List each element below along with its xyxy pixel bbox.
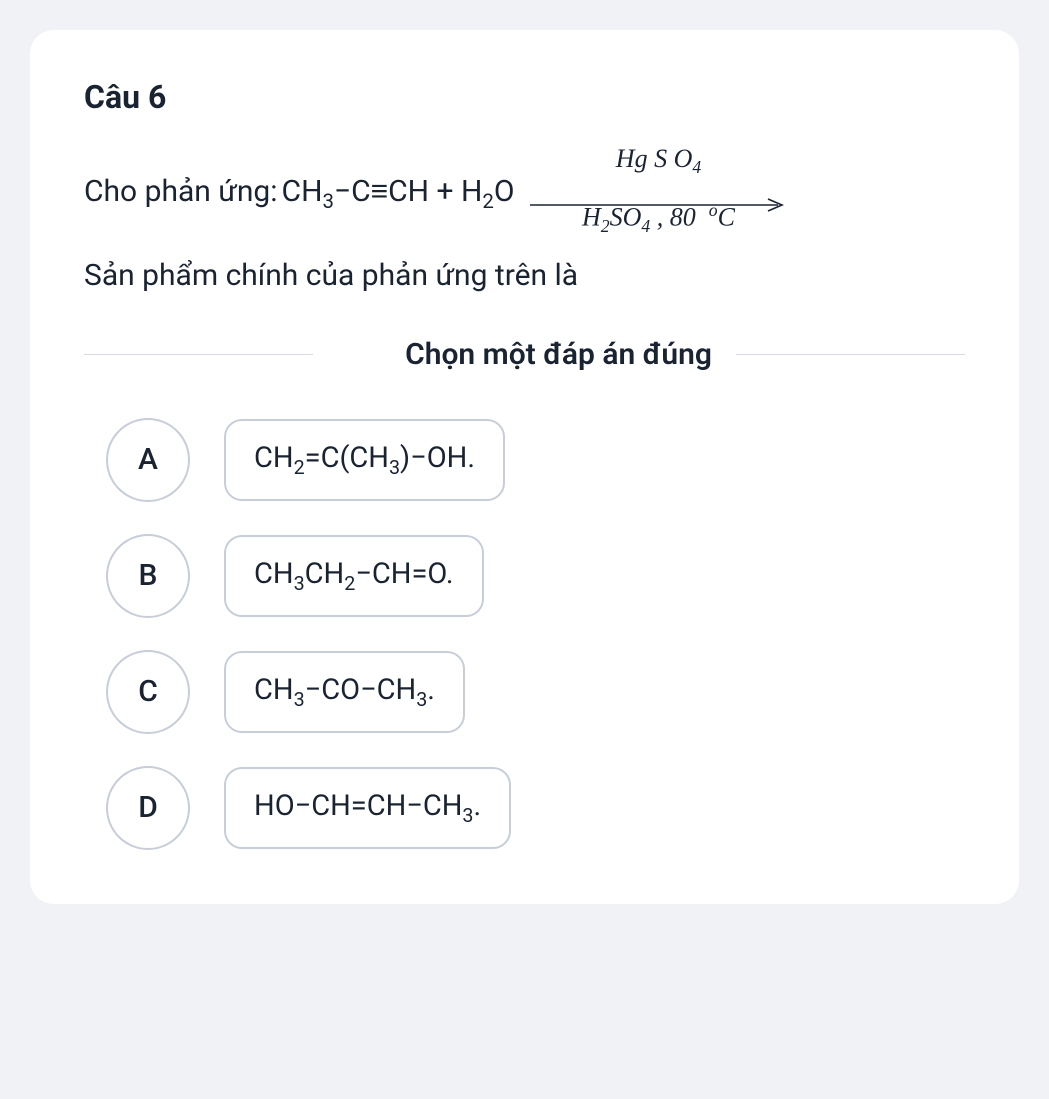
arrow-icon: [528, 179, 788, 197]
options-list: A CH2=C(CH3)−OH. B CH3CH2−CH=O. C CH3−CO−CH3.…: [84, 418, 965, 850]
question-body: Cho phản ứng: CH3−C≡CH + H2O Hg S O4 H2S…: [84, 146, 965, 301]
prompt-tail: Sản phẩm chính của phản ứng trên là: [84, 250, 965, 301]
reaction-left: CH3−C≡CH + H2O: [282, 166, 515, 219]
reaction-line: Cho phản ứng: CH3−C≡CH + H2O Hg S O4 H2S…: [84, 146, 798, 238]
option-letter[interactable]: C: [106, 650, 190, 734]
option-text[interactable]: CH3CH2−CH=O.: [224, 535, 484, 617]
arrow-top-label: Hg S O4: [616, 146, 701, 179]
instruction-label: Chọn một đáp án đúng: [337, 337, 712, 372]
option-d[interactable]: D HO−CH=CH−CH3.: [106, 766, 965, 850]
question-card: Câu 6 Cho phản ứng: CH3−C≡CH + H2O Hg S …: [30, 30, 1019, 904]
option-letter[interactable]: B: [106, 534, 190, 618]
option-a[interactable]: A CH2=C(CH3)−OH.: [106, 418, 965, 502]
option-letter[interactable]: A: [106, 418, 190, 502]
divider-left: [84, 354, 313, 355]
reaction-arrow: Hg S O4 H2SO4 , 80 oC: [518, 146, 798, 238]
option-letter[interactable]: D: [106, 766, 190, 850]
prompt-lead: Cho phản ứng:: [84, 166, 278, 217]
option-c[interactable]: C CH3−CO−CH3.: [106, 650, 965, 734]
instruction-divider: Chọn một đáp án đúng: [84, 337, 965, 372]
option-text[interactable]: HO−CH=CH−CH3.: [224, 767, 511, 849]
option-text[interactable]: CH3−CO−CH3.: [224, 651, 465, 733]
question-title: Câu 6: [84, 78, 965, 116]
option-b[interactable]: B CH3CH2−CH=O.: [106, 534, 965, 618]
divider-right: [736, 354, 965, 355]
option-text[interactable]: CH2=C(CH3)−OH.: [224, 419, 505, 501]
